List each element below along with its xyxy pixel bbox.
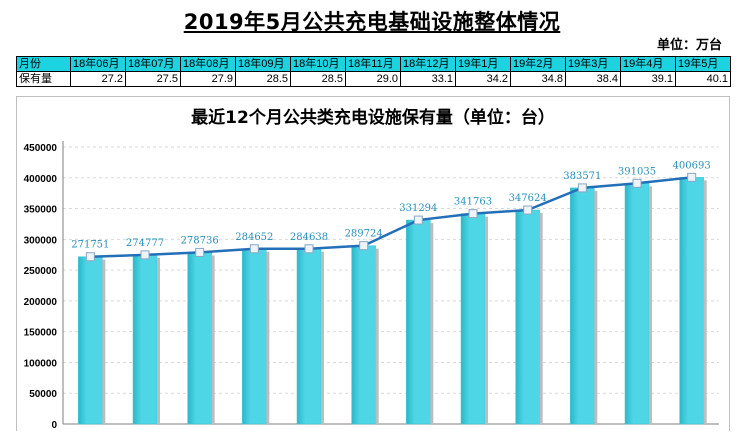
line-marker xyxy=(413,215,423,225)
bar-shadow xyxy=(321,251,324,424)
table-month-cell: 18年06月 xyxy=(70,56,126,72)
table-value-cell: 27.2 xyxy=(70,71,126,87)
line-marker xyxy=(249,244,259,254)
table-month-cell: 19年4月 xyxy=(620,56,676,72)
table-header-label: 月份 xyxy=(16,56,71,72)
data-label: 274777 xyxy=(126,238,164,249)
line-marker xyxy=(577,183,587,193)
table-value-row: 保有量 27.2 27.5 27.9 28.5 28.5 29.0 33.1 3… xyxy=(16,71,731,87)
table-value-cell: 28.5 xyxy=(290,71,346,87)
bar xyxy=(570,187,595,425)
table-value-cell: 27.5 xyxy=(125,71,181,87)
table-value-cell: 27.9 xyxy=(180,71,236,87)
y-tick-label: 100000 xyxy=(24,358,58,369)
data-label: 278736 xyxy=(181,235,219,246)
y-tick-label: 150000 xyxy=(24,328,58,339)
y-tick-label: 200000 xyxy=(24,297,58,308)
line-marker xyxy=(195,247,205,257)
table-value-cell: 33.1 xyxy=(400,71,456,87)
bar-shadow xyxy=(594,190,598,424)
chart-title: 最近12个月公共类充电设施保有量（单位：台） xyxy=(191,108,555,128)
chart-panel: 最近12个月公共类充电设施保有量（单位：台） 0 50000 100000 15000… xyxy=(16,96,730,431)
bar-shadow xyxy=(157,257,160,424)
table-month-cell: 18年10月 xyxy=(290,56,346,72)
data-label: 391035 xyxy=(618,166,656,177)
table-value-cell: 34.8 xyxy=(510,71,566,87)
bar xyxy=(78,256,103,425)
line-marker xyxy=(632,178,642,188)
y-tick-label: 250000 xyxy=(24,266,58,277)
data-label: 289724 xyxy=(345,229,383,240)
bar-shadow xyxy=(430,223,434,424)
table-month-cell: 18年08月 xyxy=(180,56,236,72)
series-line xyxy=(90,176,692,258)
bar xyxy=(460,213,486,425)
bar-shadow xyxy=(102,259,106,424)
data-label: 271751 xyxy=(71,240,109,251)
data-label: 284652 xyxy=(235,232,273,243)
bar xyxy=(351,245,376,425)
bar xyxy=(242,248,267,425)
bar-shadow xyxy=(703,180,707,424)
data-label: 400693 xyxy=(673,160,711,171)
table-value-cell: 40.1 xyxy=(675,71,731,87)
data-label: 284638 xyxy=(290,232,328,243)
table-month-cell: 18年11月 xyxy=(345,56,401,72)
bar xyxy=(132,254,158,425)
y-tick-label: 50000 xyxy=(29,389,57,400)
line-marker xyxy=(687,172,697,182)
line-marker xyxy=(304,244,314,254)
y-tick-label: 350000 xyxy=(24,205,58,216)
table-row-label: 保有量 xyxy=(16,71,71,87)
table-month-cell: 19年3月 xyxy=(565,56,621,72)
line-marker xyxy=(468,209,478,219)
y-tick-label: 300000 xyxy=(24,235,58,246)
data-label: 341763 xyxy=(454,197,492,208)
bar xyxy=(296,248,322,425)
chart-svg: 0 50000 100000 150000 200000 250000 300000 3500… xyxy=(24,141,719,431)
line-marker xyxy=(523,205,533,215)
table-month-cell: 19年5月 xyxy=(675,56,731,72)
data-label: 347624 xyxy=(509,193,547,204)
table-month-cell: 18年07月 xyxy=(125,56,181,72)
table-month-cell: 19年2月 xyxy=(510,56,566,72)
line-marker xyxy=(140,250,150,260)
bar-shadow xyxy=(266,251,270,424)
bar xyxy=(679,177,704,425)
unit-label: 单位：万台 xyxy=(656,38,722,53)
bar-shadow xyxy=(211,255,215,424)
table-value-cell: 28.5 xyxy=(235,71,291,87)
bar xyxy=(624,183,650,425)
table-value-cell: 38.4 xyxy=(565,71,621,87)
bar xyxy=(515,209,540,425)
bar-shadow xyxy=(375,248,379,424)
summary-table: 月份 18年06月 18年07月 18年08月 18年09月 18年10月 18… xyxy=(16,56,731,87)
bar xyxy=(406,219,431,425)
table-month-cell: 18年09月 xyxy=(235,56,291,72)
bar-shadow xyxy=(485,216,488,424)
table-month-cell: 19年1月 xyxy=(455,56,511,72)
data-label: 331294 xyxy=(399,203,437,214)
y-tick-label: 400000 xyxy=(24,174,58,185)
bar xyxy=(187,252,212,425)
table-value-cell: 29.0 xyxy=(345,71,401,87)
report-title: 2019年5月公共充电基础设施整体情况 xyxy=(183,10,561,34)
line-marker xyxy=(359,241,369,251)
table-value-cell: 39.1 xyxy=(620,71,676,87)
table-header-row: 月份 18年06月 18年07月 18年08月 18年09月 18年10月 18… xyxy=(16,56,731,72)
y-tick-label: 0 xyxy=(51,420,57,431)
table-month-cell: 18年12月 xyxy=(400,56,456,72)
data-label: 383571 xyxy=(563,171,601,182)
bar-shadow xyxy=(649,186,652,424)
table-value-cell: 34.2 xyxy=(455,71,511,87)
bar-shadow xyxy=(539,213,543,424)
y-tick-label: 450000 xyxy=(24,143,58,154)
line-marker xyxy=(85,252,95,262)
